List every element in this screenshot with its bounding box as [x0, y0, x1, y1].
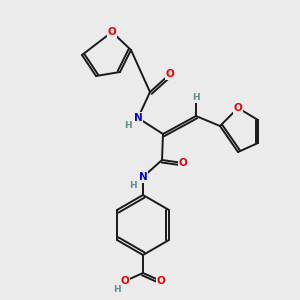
Text: N: N [134, 113, 142, 123]
Text: O: O [234, 103, 242, 113]
Text: O: O [121, 276, 129, 286]
Text: O: O [157, 276, 165, 286]
Text: H: H [129, 181, 137, 190]
Text: H: H [124, 122, 132, 130]
Text: O: O [108, 27, 116, 37]
Text: N: N [139, 172, 147, 182]
Text: O: O [166, 69, 174, 79]
Text: H: H [192, 94, 200, 103]
Text: H: H [113, 286, 121, 295]
Text: O: O [178, 158, 188, 168]
